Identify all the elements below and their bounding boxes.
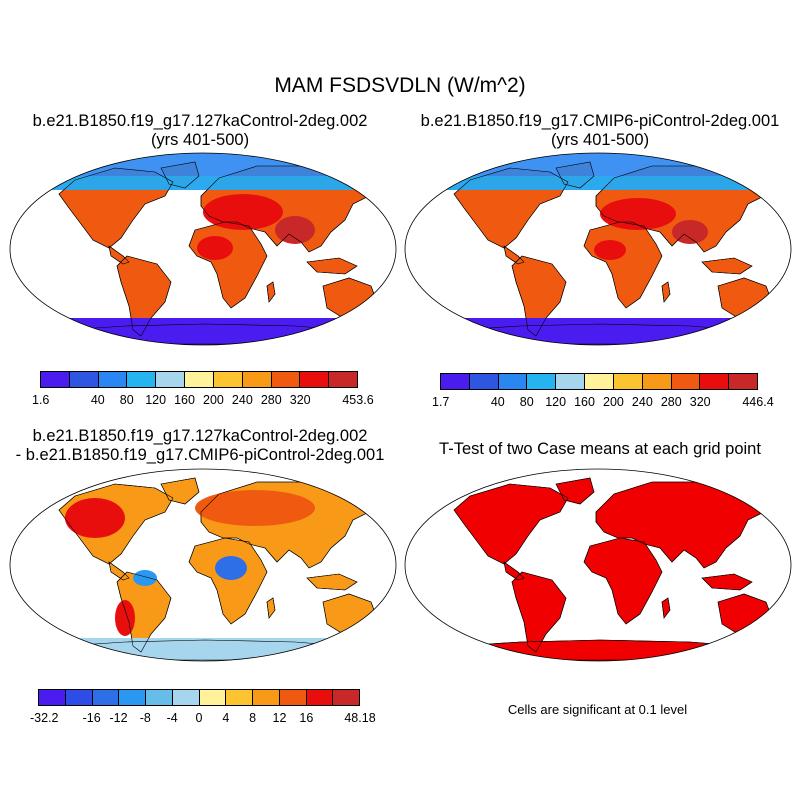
colorbar-tick-label: -12 — [109, 711, 128, 725]
colorbar-top-left — [40, 371, 358, 388]
colorbar-tick-label: 160 — [174, 393, 195, 407]
colorbar-tick-label: 453.6 — [342, 393, 374, 407]
colorbar-bottom-left — [38, 689, 360, 706]
colorbar-swatch — [441, 374, 470, 389]
colorbar-swatch — [146, 690, 173, 705]
panel-title-top-right-line1: b.e21.B1850.f19_g17.CMIP6-piControl-2deg… — [420, 112, 780, 130]
colorbar-swatch — [469, 374, 499, 389]
colorbar-tick-label: 40 — [90, 393, 105, 407]
colorbar-swatch — [253, 690, 280, 705]
figure-title: MAM FSDSVDLN (W/m^2) — [274, 74, 526, 97]
colorbar-tick-label: 446.4 — [742, 395, 774, 409]
colorbar-swatch — [329, 372, 357, 387]
colorbar-tick-label: 48.18 — [344, 711, 376, 725]
colorbar-swatch — [498, 374, 528, 389]
panel-title-bottom-right: T-Test of two Case means at each grid po… — [439, 440, 761, 458]
colorbar-tick-label: 8 — [249, 711, 257, 725]
colorbar-swatch — [242, 372, 272, 387]
colorbar-swatch — [39, 690, 66, 705]
colorbar-tick-label: 1.6 — [32, 393, 50, 407]
colorbar-top-right — [440, 373, 758, 390]
colorbar-swatch — [613, 374, 643, 389]
colorbar-swatch — [527, 374, 557, 389]
colorbar-swatch — [306, 690, 334, 705]
colorbar-swatch — [185, 372, 214, 387]
panel-title-top-left-line1: b.e21.B1850.f19_g17.127kaControl-2deg.00… — [32, 112, 368, 130]
colorbar-tick-label: 280 — [660, 395, 682, 409]
colorbar-tick-label: 320 — [289, 393, 311, 407]
colorbar-tick-label: 1.7 — [432, 395, 450, 409]
panel-title-bottom-left: b.e21.B1850.f19_g17.127kaControl-2deg.00… — [0, 427, 400, 465]
colorbar-swatch — [585, 374, 614, 389]
colorbar-tick-label: 40 — [490, 395, 505, 409]
map-bottom-right — [404, 468, 792, 662]
colorbar-tick-label: 240 — [231, 393, 253, 407]
colorbar-swatch — [156, 372, 186, 387]
colorbar-swatch — [671, 374, 701, 389]
map-bottom-left — [9, 468, 397, 662]
colorbar-swatch — [213, 372, 243, 387]
colorbar-swatch — [642, 374, 672, 389]
colorbar-tick-label: 12 — [272, 711, 287, 725]
colorbar-tick-label: -32.2 — [30, 711, 59, 725]
colorbar-swatch — [333, 690, 359, 705]
colorbar-swatch — [199, 690, 227, 705]
significance-note: Cells are significant at 0.1 level — [507, 702, 688, 717]
colorbar-tick-label: 160 — [574, 395, 595, 409]
colorbar-tick-label: 120 — [145, 393, 167, 407]
panel-title-top-left: b.e21.B1850.f19_g17.127kaControl-2deg.00… — [0, 112, 400, 150]
map-top-left — [9, 152, 397, 346]
colorbar-tick-label: 4 — [222, 711, 230, 725]
colorbar-swatch — [279, 690, 307, 705]
colorbar-tick-label: 280 — [260, 393, 282, 407]
colorbar-swatch — [172, 690, 200, 705]
colorbar-swatch — [119, 690, 146, 705]
panel-title-bottom-left-line1: b.e21.B1850.f19_g17.127kaControl-2deg.00… — [32, 427, 368, 445]
colorbar-tick-label: 120 — [545, 395, 567, 409]
colorbar-tick-label: 200 — [603, 395, 624, 409]
panel-title-top-right-line2: (yrs 401-500) — [550, 131, 650, 149]
colorbar-swatch — [65, 690, 93, 705]
colorbar-swatch — [41, 372, 70, 387]
colorbar-tick-label: 320 — [689, 395, 711, 409]
colorbar-tick-label: 16 — [299, 711, 314, 725]
colorbar-swatch — [300, 372, 330, 387]
colorbar-swatch — [556, 374, 586, 389]
colorbar-tick-label: 200 — [203, 393, 224, 407]
colorbar-swatch — [729, 374, 757, 389]
map-top-right — [404, 152, 792, 346]
colorbar-tick-label: 80 — [519, 395, 534, 409]
panel-title-top-right: b.e21.B1850.f19_g17.CMIP6-piControl-2deg… — [400, 112, 800, 150]
panel-title-top-left-line2: (yrs 401-500) — [150, 131, 250, 149]
colorbar-swatch — [92, 690, 120, 705]
colorbar-tick-label: 0 — [195, 711, 203, 725]
colorbar-tick-label: 240 — [631, 395, 653, 409]
colorbar-tick-label: -16 — [82, 711, 101, 725]
colorbar-tick-label: 80 — [119, 393, 134, 407]
panel-title-bottom-left-line2: - b.e21.B1850.f19_g17.CMIP6-piControl-2d… — [15, 446, 385, 464]
colorbar-tick-label: -4 — [166, 711, 178, 725]
colorbar-swatch — [69, 372, 99, 387]
colorbar-tick-label: -8 — [139, 711, 151, 725]
colorbar-swatch — [127, 372, 157, 387]
colorbar-swatch — [226, 690, 253, 705]
colorbar-swatch — [700, 374, 730, 389]
colorbar-swatch — [271, 372, 301, 387]
colorbar-swatch — [98, 372, 128, 387]
